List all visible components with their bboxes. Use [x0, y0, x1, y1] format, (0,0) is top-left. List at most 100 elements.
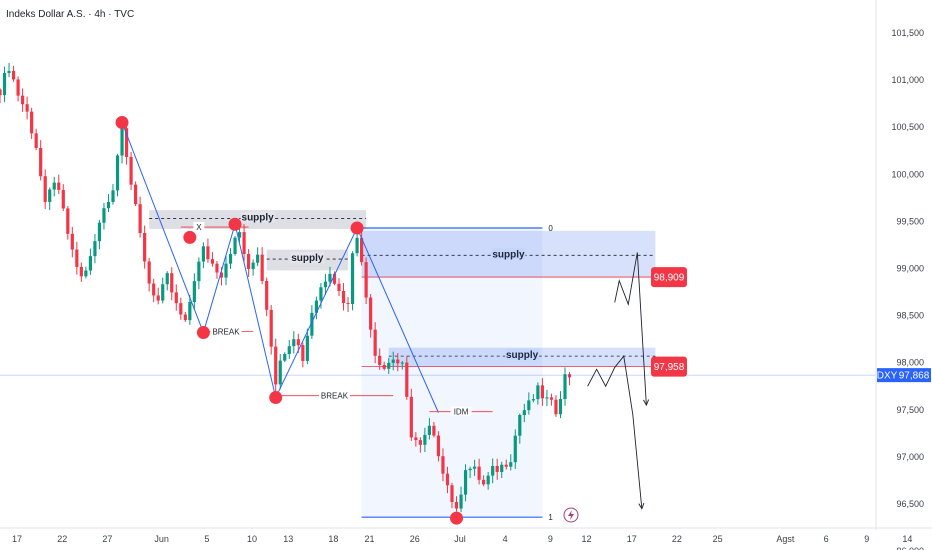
- candle-body: [373, 329, 377, 356]
- zone-label: supply: [291, 253, 324, 264]
- fib-box[interactable]: [361, 227, 543, 518]
- pivot-marker[interactable]: [196, 326, 210, 340]
- candle-body: [341, 290, 346, 304]
- price-axis-label: 99,500: [896, 216, 924, 226]
- candle-body: [441, 456, 445, 474]
- candle-body: [156, 295, 160, 301]
- candle-body: [360, 237, 364, 263]
- candle-body: [0, 89, 2, 96]
- time-axis-label: 5: [204, 534, 209, 544]
- time-axis-label: 17: [12, 534, 22, 544]
- price-axis-label: 99,000: [896, 264, 924, 274]
- candle-body: [328, 273, 332, 282]
- forecast-path[interactable]: [614, 252, 647, 406]
- pivot-marker[interactable]: [183, 230, 197, 244]
- candle-body: [57, 182, 61, 190]
- candle-body: [265, 281, 269, 310]
- time-axis-label: 22: [672, 534, 682, 544]
- candlesticks: [0, 63, 572, 513]
- candle-body: [477, 466, 481, 480]
- candle-body: [378, 355, 382, 365]
- candle-body: [260, 254, 264, 282]
- candle-body: [102, 208, 106, 223]
- candle-body: [310, 312, 314, 336]
- candle-body: [106, 201, 111, 209]
- candle-body: [138, 204, 142, 234]
- price-axis-label: 97,500: [896, 405, 924, 415]
- candle-body: [210, 259, 215, 264]
- candle-body: [350, 253, 355, 305]
- candle-body: [382, 364, 386, 369]
- candle-body: [536, 385, 540, 400]
- candle-body: [228, 254, 233, 264]
- candle-body: [165, 273, 169, 285]
- candle-body: [75, 249, 79, 267]
- candle-body: [170, 273, 174, 293]
- zone-label: supply: [506, 350, 539, 361]
- candle-body: [115, 155, 120, 191]
- annotation-label: IDM: [454, 408, 469, 417]
- price-axis-label: 101,000: [891, 75, 924, 85]
- time-axis-label: 26: [410, 534, 420, 544]
- pivot-marker[interactable]: [350, 221, 364, 235]
- price-axis-label: 98,500: [896, 311, 924, 321]
- candle-body: [233, 237, 237, 255]
- chart-title: Indeks Dollar A.S. · 4h · TVC: [6, 9, 134, 20]
- forecast-arrowhead: [638, 502, 645, 510]
- candle-body: [283, 354, 287, 361]
- candle-body: [134, 184, 138, 205]
- candle-body: [400, 362, 404, 364]
- time-axis-label: 9: [864, 534, 869, 544]
- candle-body: [414, 437, 418, 441]
- price-tag-label: 97,958: [654, 362, 685, 373]
- pivot-marker[interactable]: [269, 391, 283, 405]
- candle-body: [124, 128, 129, 157]
- candle-body: [409, 396, 413, 438]
- price-axis-label: 96,000: [896, 546, 924, 550]
- candle-body: [11, 70, 16, 80]
- candle-body: [473, 466, 477, 469]
- candle-body: [292, 339, 296, 347]
- candle-body: [237, 232, 242, 238]
- forecast-arrowhead: [643, 399, 650, 407]
- candle-body: [93, 241, 97, 257]
- current-price-tag: [897, 368, 931, 383]
- forecast-path[interactable]: [587, 355, 643, 509]
- candle-body: [418, 440, 422, 445]
- lightning-icon[interactable]: [563, 507, 579, 523]
- price-axis: 101,500 101,000 100,500 100,000 99,500 99,000…: [875, 0, 924, 550]
- time-axis-label: 6: [824, 534, 829, 544]
- candle-body: [500, 464, 504, 472]
- annotations: X BREAK BREAK IDM: [180, 222, 493, 417]
- candle-body: [468, 468, 472, 471]
- price-axis-label: 97,000: [896, 452, 924, 462]
- candle-body: [79, 266, 83, 277]
- time-axis-label: 9: [548, 534, 553, 544]
- candle-body: [179, 303, 183, 315]
- candle-body: [39, 147, 43, 177]
- zone-label: supply: [242, 213, 275, 224]
- candle-body: [70, 233, 74, 250]
- price-tag-label: 98,909: [654, 273, 685, 284]
- candle-body: [396, 359, 400, 364]
- candle-body: [174, 292, 178, 304]
- zone-label-bg: [290, 252, 325, 264]
- candle-body: [183, 314, 187, 321]
- time-axis-label: 17: [627, 534, 637, 544]
- candle-body: [84, 270, 88, 277]
- pivot-marker[interactable]: [228, 217, 242, 231]
- candle-body: [269, 309, 273, 347]
- candle-body: [554, 399, 558, 415]
- candle-body: [97, 222, 102, 242]
- time-axis-label: 14: [902, 534, 912, 544]
- pivot-marker[interactable]: [115, 115, 129, 129]
- pattern-lines: [0, 122, 876, 413]
- current-price-label: 97,868: [899, 371, 930, 382]
- candle-body: [432, 425, 436, 436]
- pivot-marker[interactable]: [450, 511, 464, 525]
- pattern-line[interactable]: [121, 122, 439, 413]
- pivot-markers: [115, 115, 464, 525]
- candle-body: [192, 281, 196, 303]
- time-axis-label: 18: [328, 534, 338, 544]
